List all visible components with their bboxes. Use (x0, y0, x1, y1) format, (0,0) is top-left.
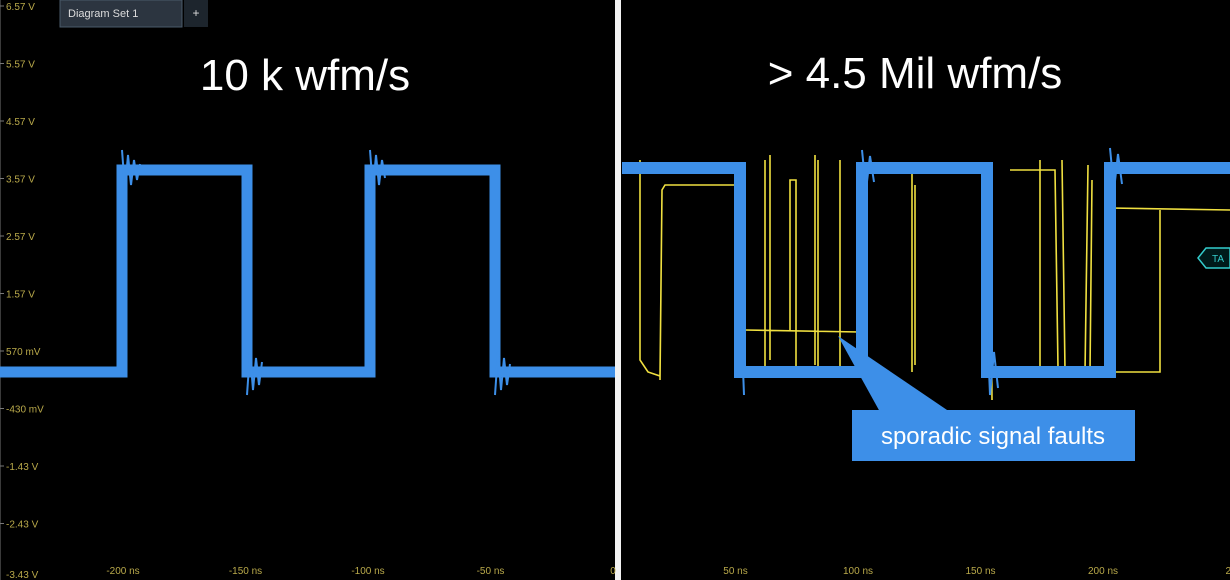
x-tick-label: 150 ns (965, 566, 995, 577)
y-tick-label: -3.43 V (6, 570, 39, 580)
x-tick-label: 100 ns (843, 566, 873, 577)
annotation-text: sporadic signal faults (881, 423, 1105, 450)
y-tick-label: -2.43 V (6, 520, 39, 531)
x-tick-label: 0 (610, 566, 616, 577)
x-tick-label: -200 ns (106, 566, 139, 577)
x-tick-label: 200 ns (1088, 566, 1118, 577)
y-tick-label: 6.57 V (6, 2, 35, 13)
tab-label: Diagram Set 1 (68, 8, 138, 20)
y-tick-label: 4.57 V (6, 117, 35, 128)
y-tick-label: -1.43 V (6, 462, 39, 473)
tab-add[interactable] (184, 0, 208, 27)
panel-title: > 4.5 Mil wfm/s (768, 49, 1063, 98)
waveform (622, 162, 1230, 378)
x-tick-label: 50 ns (723, 566, 747, 577)
tab[interactable] (59, 0, 183, 28)
x-tick-label: -150 ns (229, 566, 262, 577)
y-tick-label: -430 mV (6, 405, 44, 416)
y-tick-label: 5.57 V (6, 60, 35, 71)
y-tick-label: 1.57 V (6, 290, 35, 301)
y-tick-label: 570 mV (6, 347, 41, 358)
trigger-marker[interactable] (1197, 247, 1230, 269)
trigger-marker-label: TA (1212, 254, 1224, 265)
panel-title: 10 k wfm/s (200, 51, 410, 100)
ringing (739, 147, 1123, 396)
y-tick-label: 3.57 V (6, 175, 35, 186)
annotation-box (852, 410, 1135, 461)
x-tick-label: -50 ns (477, 566, 505, 577)
panel-divider (615, 0, 621, 580)
waveform (0, 164, 615, 378)
x-tick-label: -100 ns (351, 566, 384, 577)
tab-add-label: + (192, 6, 199, 20)
ringing (121, 149, 511, 396)
callout-pointer (838, 336, 950, 412)
y-tick-label: 2.57 V (6, 232, 35, 243)
x-tick-label: 250 ns (1226, 566, 1230, 577)
